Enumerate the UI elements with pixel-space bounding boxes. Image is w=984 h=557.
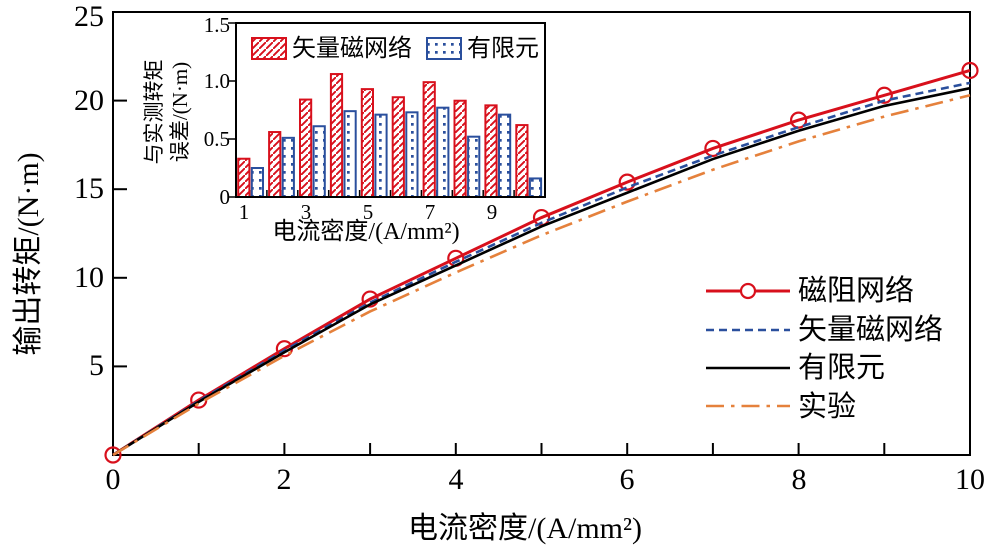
main-y-tick-25: 25 [74, 0, 104, 33]
inset-y-tick-15: 1.5 [203, 13, 230, 37]
inset-x-tick-7: 7 [424, 200, 436, 224]
line-finite-element [112, 86, 971, 457]
legend-marker-reluctance-network [739, 282, 757, 300]
main-y-axis-title: 输出转矩/(N·m) [12, 152, 45, 356]
bar-finite-element-10 [528, 177, 543, 199]
bar-finite-element-9 [498, 113, 512, 198]
legend-label-vector-magnetic-network: 矢量磁网络 [798, 314, 944, 346]
bar-finite-element-1 [250, 167, 265, 198]
inset-x-tick-3: 3 [300, 200, 312, 224]
line-reluctance-network [112, 69, 971, 457]
marker-reluctance-network [704, 139, 722, 158]
inset-y-tick-0: 0 [219, 185, 231, 209]
bar-vector-magnetic-network-3 [299, 98, 313, 198]
bar-finite-element-3 [312, 125, 326, 198]
marker-reluctance-network [104, 446, 122, 464]
bar-vector-magnetic-network-9 [484, 104, 498, 198]
bar-vector-magnetic-network-6 [391, 96, 405, 198]
legend-label-experiment: 实验 [798, 391, 857, 423]
bar-vector-magnetic-network-4 [329, 73, 344, 198]
inset-legend-label-vector-magnetic-network: 矢量磁网络 [292, 36, 412, 62]
bar-vector-magnetic-network-5 [360, 88, 374, 198]
legend-label-reluctance-network: 磁阻网络 [798, 275, 915, 307]
bar-finite-element-2 [281, 136, 295, 198]
main-x-tick-4: 4 [448, 463, 464, 496]
bar-vector-magnetic-network-1 [237, 157, 251, 198]
main-y-tick-10: 10 [74, 261, 104, 294]
main-x-tick-8: 8 [791, 463, 807, 496]
inset-x-tick-1: 1 [238, 200, 250, 224]
marker-reluctance-network [789, 111, 808, 129]
main-y-tick-20: 20 [74, 84, 104, 117]
bar-finite-element-7 [436, 106, 450, 198]
line-vector-magnetic-network [112, 81, 971, 457]
marker-reluctance-network [875, 86, 893, 104]
inset-x-tick-5: 5 [362, 200, 374, 224]
inset-legend-swatch-finite-element [426, 37, 462, 60]
bar-finite-element-6 [405, 111, 419, 198]
bar-finite-element-4 [343, 110, 357, 198]
bar-vector-magnetic-network-2 [268, 131, 282, 198]
main-x-tick-6: 6 [619, 463, 635, 496]
main-x-tick-2: 2 [276, 463, 292, 496]
inset-x-axis-title: 电流密度/(A/mm²) [272, 219, 460, 245]
inset-plot-frame [235, 22, 546, 198]
inset-y-axis-title-line1: 与实测转矩 [142, 59, 166, 165]
bar-vector-magnetic-network-8 [453, 99, 467, 198]
marker-reluctance-network [361, 290, 379, 308]
inset-y-tick-05: 0.5 [203, 127, 230, 151]
main-x-tick-10: 10 [955, 463, 984, 496]
inset-y-axis-title-line2: 误差/(N·m) [168, 61, 192, 163]
inset-y-axis-title: 与实测转矩 误差/(N·m) [141, 42, 195, 182]
bar-finite-element-5 [374, 113, 388, 198]
main-y-tick-15: 15 [74, 172, 104, 205]
line-experiment [112, 94, 971, 457]
inset-x-tick-9: 9 [486, 200, 498, 224]
inset-y-tick-10: 1.0 [203, 69, 230, 93]
bar-vector-magnetic-network-10 [515, 124, 529, 198]
inset-legend-swatch-vector-magnetic-network [251, 37, 287, 60]
bar-vector-magnetic-network-7 [422, 81, 436, 198]
main-x-axis-title: 电流密度/(A/mm²) [408, 512, 642, 545]
marker-reluctance-network [961, 61, 979, 80]
main-y-tick-5: 5 [89, 349, 104, 382]
bar-finite-element-8 [467, 135, 481, 198]
legend-label-finite-element: 有限元 [798, 352, 886, 384]
inset-legend-label-finite-element: 有限元 [467, 36, 539, 62]
main-x-tick-0: 0 [105, 463, 121, 496]
marker-reluctance-network [618, 173, 636, 191]
